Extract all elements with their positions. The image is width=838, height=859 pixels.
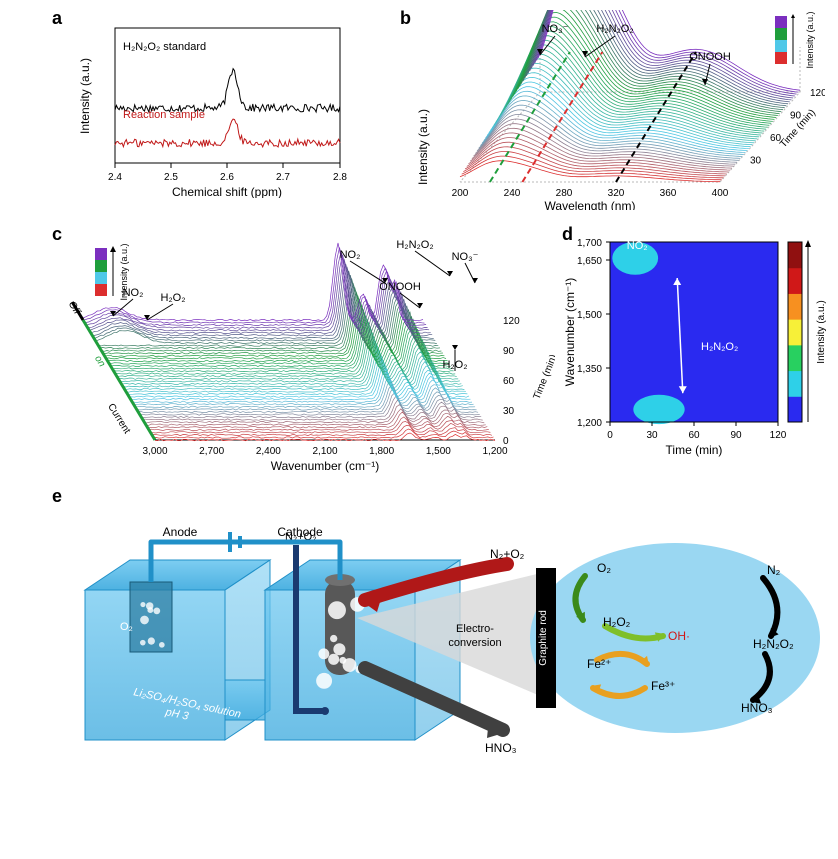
panel-a-chart: 2.4 2.5 2.6 2.7 2.8 Chemical shift (ppm)… — [75, 18, 355, 198]
svg-text:ONOOH: ONOOH — [689, 51, 731, 63]
svg-text:ONOOH: ONOOH — [379, 281, 421, 293]
series-label-sample: Reaction sample — [123, 109, 205, 121]
svg-text:3,000: 3,000 — [142, 446, 167, 457]
svg-text:Cathode: Cathode — [277, 525, 323, 539]
svg-text:360: 360 — [660, 188, 677, 199]
panel-label-a: a — [52, 8, 62, 29]
svg-text:400: 400 — [712, 188, 729, 199]
svg-text:HNO₃: HNO₃ — [741, 701, 773, 715]
xtick: 2.5 — [164, 172, 178, 183]
svg-text:Current: Current — [105, 402, 132, 436]
svg-text:60: 60 — [503, 376, 515, 387]
ylabel: Intensity (a.u.) — [78, 58, 92, 134]
xtick: 2.8 — [333, 172, 347, 183]
svg-text:Wavenumber (cm⁻¹): Wavenumber (cm⁻¹) — [563, 278, 577, 387]
svg-text:90: 90 — [730, 430, 742, 441]
svg-text:1,200: 1,200 — [482, 446, 507, 457]
svg-text:N₂+O₂: N₂+O₂ — [490, 547, 525, 561]
xtick: 2.6 — [220, 172, 234, 183]
svg-text:NO₃⁻: NO₃⁻ — [452, 251, 479, 263]
svg-text:HNO₃: HNO₃ — [485, 741, 517, 755]
svg-text:320: 320 — [608, 188, 625, 199]
svg-text:Wavelength (nm): Wavelength (nm) — [545, 199, 636, 210]
svg-text:Time (min): Time (min) — [532, 353, 555, 401]
svg-text:120: 120 — [503, 316, 520, 327]
figure-root: a 2.4 2.5 2.6 2.7 2.8 Chemical shift (pp… — [0, 0, 838, 859]
svg-text:0: 0 — [503, 436, 509, 447]
svg-text:1,800: 1,800 — [369, 446, 394, 457]
svg-text:Graphite rod: Graphite rod — [538, 610, 549, 666]
svg-text:NO₂: NO₂ — [340, 249, 361, 261]
svg-text:Fe²⁺: Fe²⁺ — [587, 657, 611, 671]
svg-text:O₂: O₂ — [120, 621, 133, 633]
svg-text:1,500: 1,500 — [577, 310, 602, 321]
panel-c-chart: OffonCurrentNO₂H₂O₂NO₂ONOOHH₂N₂O₂NO₃⁻H₂O… — [55, 228, 555, 473]
svg-text:Fe³⁺: Fe³⁺ — [651, 679, 675, 693]
svg-text:30: 30 — [503, 406, 515, 417]
svg-text:H₂O₂: H₂O₂ — [160, 292, 185, 304]
svg-text:60: 60 — [688, 430, 700, 441]
svg-text:O₂: O₂ — [597, 561, 611, 575]
xtick: 2.7 — [276, 172, 290, 183]
svg-text:200: 200 — [452, 188, 469, 199]
svg-text:30: 30 — [646, 430, 658, 441]
panel-b-chart: NO₃⁻ H₂N₂O₂ ONOOH 200 240 280 320 360 400 Wavelen… — [405, 10, 825, 210]
svg-text:Intensity (a.u.): Intensity (a.u.) — [805, 11, 815, 68]
svg-text:0: 0 — [607, 430, 613, 441]
xtick: 2.4 — [108, 172, 122, 183]
svg-text:conversion: conversion — [448, 637, 501, 649]
svg-text:Time (min): Time (min) — [666, 443, 723, 457]
svg-text:H₂N₂O₂: H₂N₂O₂ — [596, 23, 633, 35]
svg-text:240: 240 — [504, 188, 521, 199]
svg-text:1,650: 1,650 — [577, 256, 602, 267]
panel-e-infographic: Li₂SO₄/H₂SO₄ solutionpH 3O₂N₂+O₂AnodeCat… — [55, 500, 825, 850]
svg-text:280: 280 — [556, 188, 573, 199]
series-label-standard: H₂N₂O₂ standard — [123, 41, 206, 53]
svg-text:2,700: 2,700 — [199, 446, 224, 457]
svg-text:90: 90 — [503, 346, 515, 357]
svg-text:2,400: 2,400 — [256, 446, 281, 457]
svg-text:Intensity (a.u.): Intensity (a.u.) — [416, 109, 430, 185]
xlabel: Chemical shift (ppm) — [172, 185, 282, 198]
svg-text:H₂O₂: H₂O₂ — [442, 359, 467, 371]
svg-text:Intensity (a.u.): Intensity (a.u.) — [119, 243, 129, 300]
svg-text:1,350: 1,350 — [577, 364, 602, 375]
svg-text:2,100: 2,100 — [312, 446, 337, 457]
svg-text:H₂N₂O₂: H₂N₂O₂ — [396, 239, 433, 251]
svg-text:NO₂: NO₂ — [627, 240, 648, 252]
svg-text:H₂N₂O₂: H₂N₂O₂ — [753, 637, 794, 651]
svg-text:Intensity (a.u.): Intensity (a.u.) — [816, 300, 827, 363]
svg-text:1,500: 1,500 — [426, 446, 451, 457]
svg-text:H₂N₂O₂: H₂N₂O₂ — [701, 341, 738, 353]
panel-d-chart: NO₂ H₂N₂O₂ 0 30 60 90 120 1,200 1,350 1,500 1,650 1… — [560, 230, 828, 470]
svg-text:1,700: 1,700 — [577, 238, 602, 249]
svg-text:1,200: 1,200 — [577, 418, 602, 429]
svg-text:120: 120 — [810, 88, 825, 99]
svg-text:NO₃⁻: NO₃⁻ — [542, 23, 569, 35]
svg-text:OH·: OH· — [668, 629, 690, 643]
svg-text:Wavenumber (cm⁻¹): Wavenumber (cm⁻¹) — [271, 459, 380, 473]
svg-text:120: 120 — [770, 430, 787, 441]
svg-text:Anode: Anode — [163, 525, 198, 539]
svg-text:H₂O₂: H₂O₂ — [603, 615, 631, 629]
svg-text:30: 30 — [750, 156, 762, 167]
svg-text:N₂: N₂ — [767, 563, 781, 577]
svg-text:Electro-: Electro- — [456, 623, 494, 635]
